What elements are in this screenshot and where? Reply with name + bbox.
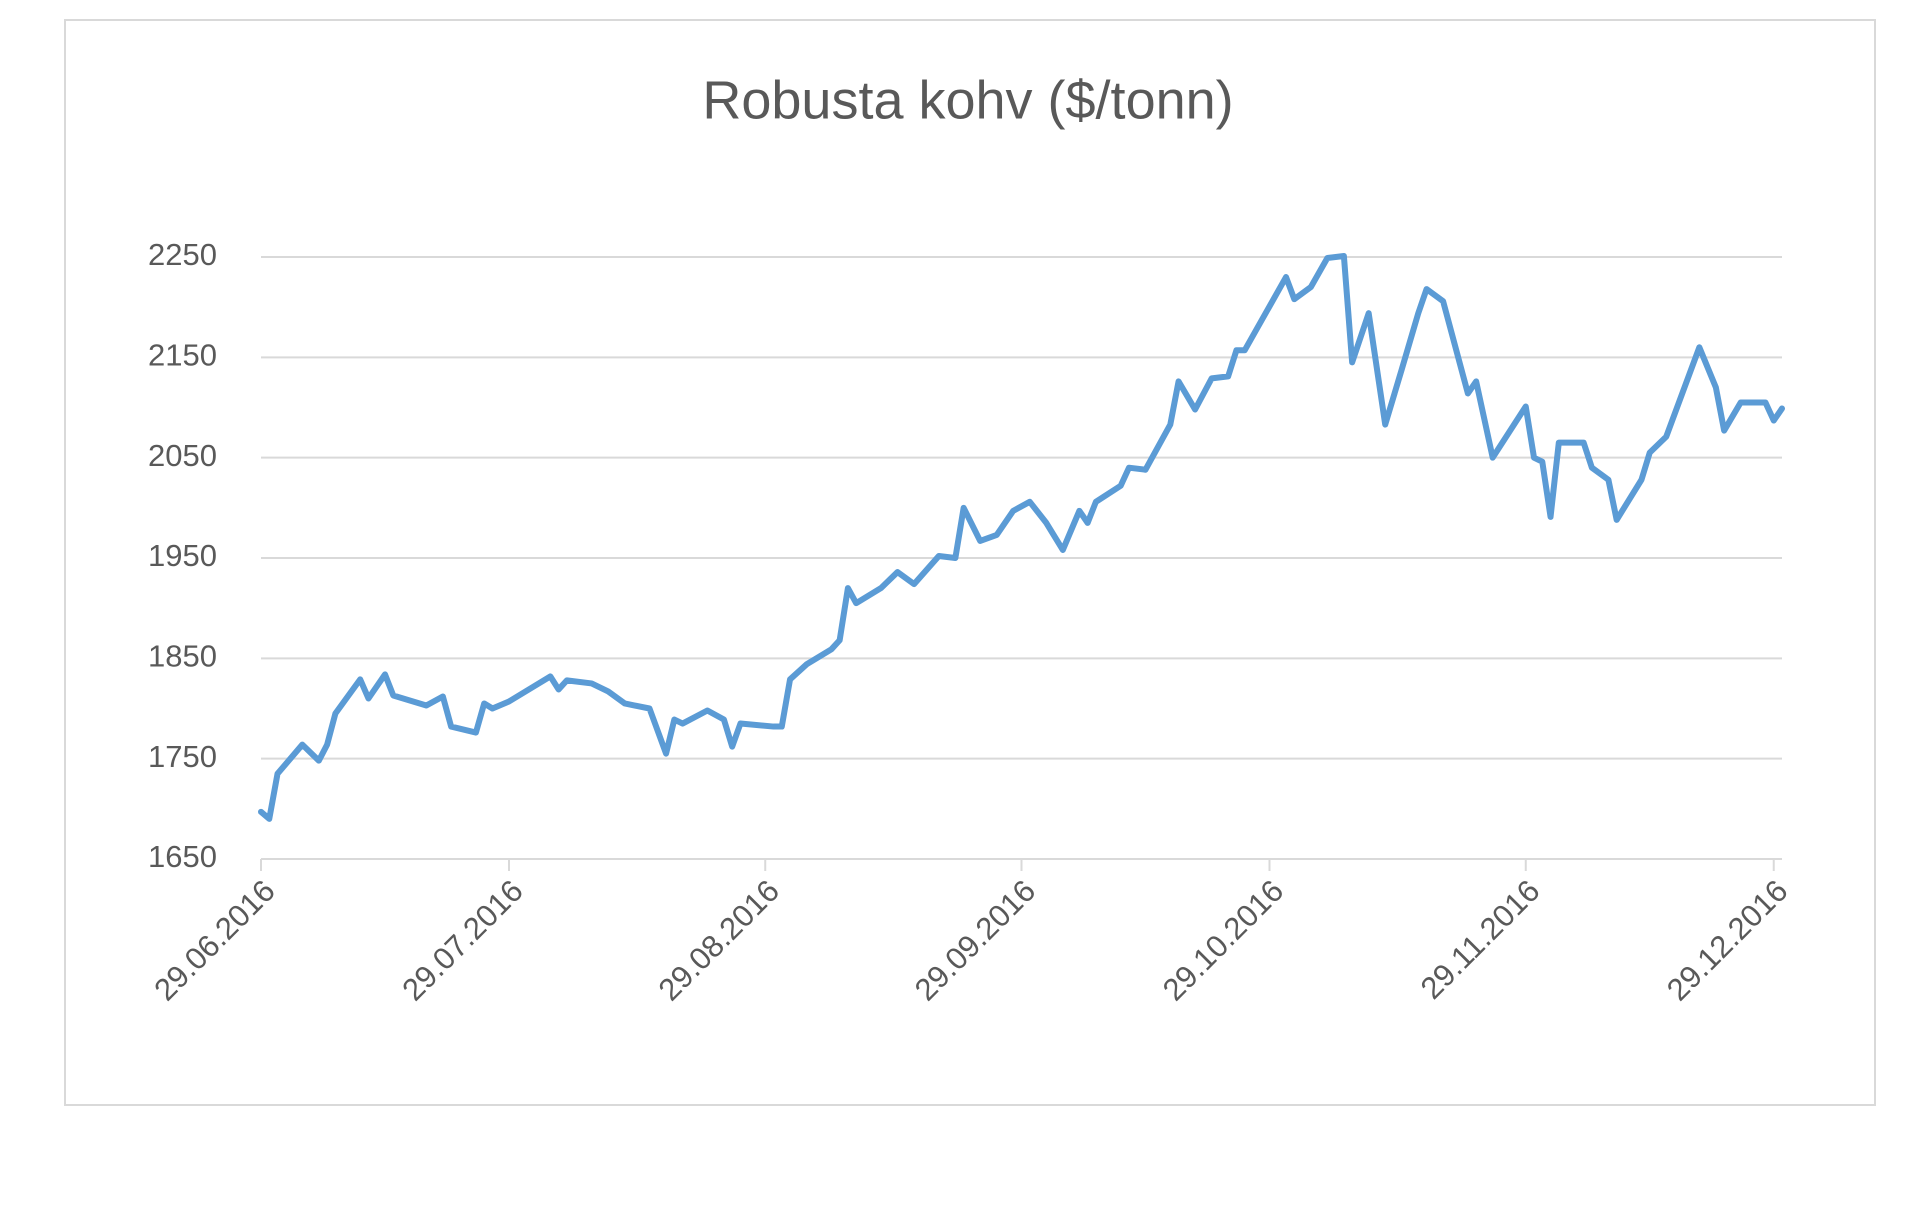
y-tick-label: 2050 — [148, 438, 217, 473]
y-tick-label: 2150 — [148, 338, 217, 373]
data-line — [258, 253, 1785, 822]
chart-title: Robusta kohv ($/tonn) — [702, 70, 1233, 130]
chart-frame — [64, 19, 1876, 1106]
y-tick-label: 1750 — [148, 739, 217, 774]
y-tick-label: 1950 — [148, 538, 217, 573]
y-tick-label: 1650 — [148, 839, 217, 874]
y-tick-label: 1850 — [148, 639, 217, 674]
y-tick-label: 2250 — [148, 237, 217, 272]
